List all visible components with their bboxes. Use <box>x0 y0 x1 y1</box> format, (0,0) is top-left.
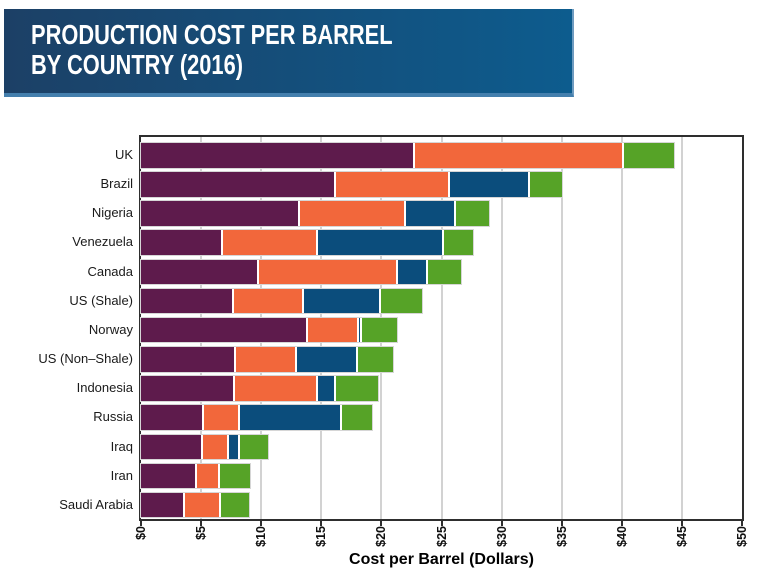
orange-segment <box>201 434 228 459</box>
dark-purple-segment <box>141 376 233 401</box>
orange-segment <box>257 259 397 285</box>
dark-purple-segment <box>141 201 299 226</box>
y-axis-label: Indonesia <box>76 380 133 396</box>
bar-row <box>141 317 398 343</box>
x-axis-tick <box>500 521 503 526</box>
bar-row <box>141 463 251 489</box>
dark-purple-segment <box>141 492 184 518</box>
gridline <box>560 137 563 519</box>
blue-segment <box>396 259 427 285</box>
header-banner: PRODUCTION COST PER BARREL BY COUNTRY (2… <box>4 9 574 97</box>
green-segment <box>238 434 269 459</box>
bar-row <box>141 230 473 255</box>
gridline <box>680 137 683 519</box>
blue-segment <box>316 230 443 255</box>
gridline <box>440 137 443 519</box>
bar-row <box>141 172 562 197</box>
green-segment <box>218 463 251 489</box>
page-title: PRODUCTION COST PER BARREL BY COUNTRY (2… <box>31 20 453 80</box>
dark-purple-segment <box>141 434 202 459</box>
blue-segment <box>404 201 454 226</box>
blue-segment <box>357 317 360 343</box>
green-segment <box>359 317 398 343</box>
green-segment <box>453 201 490 226</box>
x-axis-tick <box>200 521 203 526</box>
orange-segment <box>233 347 296 372</box>
bar-row <box>141 347 394 372</box>
orange-segment <box>183 492 220 518</box>
dark-purple-segment <box>141 405 203 430</box>
bar-row <box>141 376 378 401</box>
orange-segment <box>194 463 219 489</box>
bar-row <box>141 405 372 430</box>
dark-purple-segment <box>141 347 234 372</box>
page-title-line-2: BY COUNTRY (2016) <box>31 49 244 80</box>
gridline <box>500 137 503 519</box>
dark-purple-segment <box>141 172 335 197</box>
green-segment <box>219 492 250 518</box>
dark-purple-segment <box>141 288 232 314</box>
orange-segment <box>232 376 316 401</box>
page-title-line-1: PRODUCTION COST PER BARREL <box>31 19 393 50</box>
bar-row <box>141 143 674 168</box>
dark-purple-segment <box>141 230 222 255</box>
bar-row <box>141 201 490 226</box>
y-axis-label: US (Non–Shale) <box>38 351 133 367</box>
dark-purple-segment <box>141 143 414 168</box>
x-axis-title: Cost per Barrel (Dollars) <box>349 551 534 568</box>
bar-row <box>141 259 462 285</box>
green-segment <box>339 405 372 430</box>
x-axis-tick <box>320 521 323 526</box>
x-axis-tick <box>380 521 383 526</box>
green-segment <box>355 347 394 372</box>
blue-segment <box>447 172 529 197</box>
orange-segment <box>231 288 303 314</box>
y-axis-label: Russia <box>93 409 133 425</box>
y-axis-label: Nigeria <box>91 205 133 221</box>
plot-area <box>139 135 744 521</box>
x-axis-tick <box>680 521 683 526</box>
y-axis-label: US (Shale) <box>69 292 133 308</box>
x-axis-tick <box>140 521 142 526</box>
gridline <box>620 137 623 519</box>
orange-segment <box>202 405 239 430</box>
y-axis-label: Iraq <box>110 438 133 454</box>
y-axis-label: Saudi Arabia <box>59 496 133 512</box>
y-axis-label: Brazil <box>100 176 133 192</box>
x-axis-tick <box>560 521 563 526</box>
blue-segment <box>302 288 380 314</box>
green-segment <box>622 143 674 168</box>
green-segment <box>528 172 562 197</box>
green-segment <box>442 230 473 255</box>
bar-row <box>141 434 269 459</box>
orange-segment <box>298 201 405 226</box>
bar-row <box>141 492 250 518</box>
dark-purple-segment <box>141 317 307 343</box>
dark-purple-segment <box>141 259 258 285</box>
orange-segment <box>306 317 358 343</box>
orange-segment <box>334 172 448 197</box>
green-segment <box>334 376 378 401</box>
blue-segment <box>238 405 340 430</box>
x-axis-tick <box>741 521 743 526</box>
blue-segment <box>227 434 239 459</box>
x-axis-tick <box>260 521 263 526</box>
x-axis-tick <box>620 521 623 526</box>
y-axis-label: Norway <box>88 321 133 337</box>
y-axis-label: Iran <box>110 467 133 483</box>
green-segment <box>426 259 462 285</box>
bar-row <box>141 288 422 314</box>
orange-segment <box>221 230 317 255</box>
y-axis-label: UK <box>114 147 133 162</box>
dark-purple-segment <box>141 463 195 489</box>
y-axis-label: Venezuela <box>72 234 133 250</box>
blue-segment <box>295 347 356 372</box>
green-segment <box>379 288 422 314</box>
x-axis-tick <box>440 521 443 526</box>
blue-segment <box>315 376 335 401</box>
orange-segment <box>413 143 623 168</box>
y-axis-label: Canada <box>87 263 133 279</box>
